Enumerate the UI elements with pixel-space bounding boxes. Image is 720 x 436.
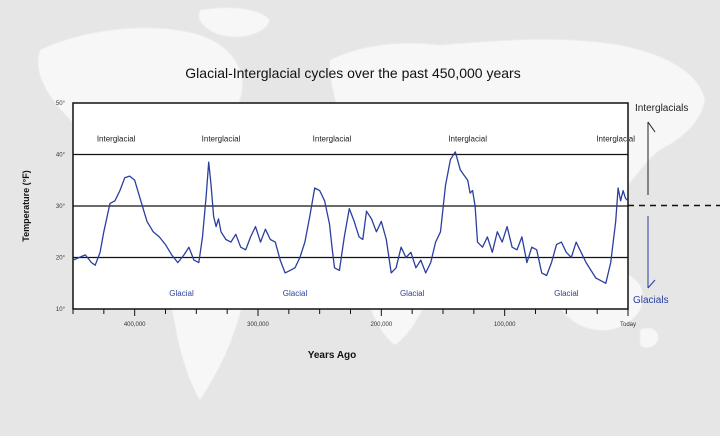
down-arrow-icon xyxy=(647,216,656,289)
interglacial-label: Interglacial xyxy=(202,135,241,144)
x-tick-label: 400,000 xyxy=(124,322,146,328)
x-tick-label: 100,000 xyxy=(494,322,516,328)
interglacial-label: Interglacial xyxy=(448,135,487,144)
side-label-glacials: Glacials xyxy=(633,295,669,306)
up-arrow-icon xyxy=(647,121,656,195)
y-tick-label: 20° xyxy=(56,256,66,262)
side-label-interglacials: Interglacials xyxy=(635,103,688,114)
reference-lines xyxy=(73,153,628,259)
x-tick-label: Today xyxy=(620,322,636,328)
y-tick-label: 40° xyxy=(56,153,66,159)
interglacial-label: Interglacial xyxy=(97,135,136,144)
x-axis-ticks: 400,000 300,000 200,000 100,000 Today xyxy=(72,309,636,328)
x-axis-label: Years Ago xyxy=(308,350,357,361)
side-indicator: Interglacials Glacials xyxy=(628,103,720,306)
y-axis-ticks: 10° 20° 30° 40° 50° xyxy=(56,101,66,313)
y-tick-label: 30° xyxy=(56,204,66,210)
glacial-label: Glacial xyxy=(169,289,194,298)
x-tick-label: 200,000 xyxy=(370,322,392,328)
x-tick-label: 300,000 xyxy=(247,322,269,328)
y-tick-label: 10° xyxy=(56,307,66,313)
temperature-series-line xyxy=(72,151,629,284)
y-tick-label: 50° xyxy=(56,101,66,107)
y-axis-label: Temperature (°F) xyxy=(21,170,31,241)
chart-title: Glacial-Interglacial cycles over the pas… xyxy=(185,65,520,81)
glacial-label: Glacial xyxy=(283,289,308,298)
interglacial-label: Interglacial xyxy=(313,135,352,144)
cycle-annotations: Interglacial Interglacial Interglacial Inte… xyxy=(97,135,635,299)
interglacial-label: Interglacial xyxy=(596,135,635,144)
glacial-label: Glacial xyxy=(554,289,579,298)
glacial-label: Glacial xyxy=(400,289,425,298)
